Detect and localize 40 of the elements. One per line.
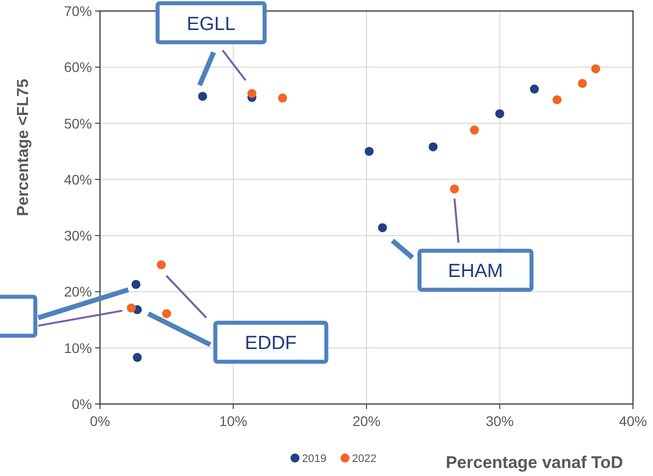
x-tick-label: 30%	[486, 413, 514, 429]
annotation: EGLL	[186, 14, 236, 35]
x-tick-label: 20%	[352, 413, 381, 429]
point	[247, 89, 256, 98]
y-tick-label: 50%	[64, 115, 92, 132]
y-tick-label: 0%	[72, 396, 92, 412]
callout-box: EHAM	[390, 198, 534, 292]
legend-label: 2022	[352, 453, 376, 465]
point	[198, 92, 208, 101]
point	[162, 309, 172, 318]
point	[591, 64, 600, 74]
point	[278, 94, 288, 103]
y-tick-label: 30%	[64, 228, 92, 244]
point	[126, 303, 136, 312]
y-tick-label: 20%	[64, 284, 92, 300]
point	[530, 84, 539, 94]
x-tick-label: 10%	[219, 413, 248, 429]
y-tick-label: 60%	[64, 59, 92, 76]
point	[428, 142, 438, 152]
y-axis-title: Percentage <FL75	[15, 78, 32, 216]
point	[495, 109, 504, 118]
point	[450, 184, 459, 194]
point	[131, 280, 140, 289]
annotation: EHAM	[448, 261, 503, 282]
point	[378, 223, 387, 232]
point	[552, 95, 562, 104]
x-tick-label: 0%	[90, 413, 110, 429]
y-tick-label: 70%	[64, 3, 92, 19]
callout-box: EDDF	[147, 275, 328, 364]
legend-label: 2019	[302, 453, 326, 465]
annotation: EDDF	[244, 333, 297, 354]
point	[156, 260, 166, 270]
y-tick-label: 10%	[64, 340, 92, 356]
x-axis-title: Percentage vanaf ToD	[446, 453, 623, 472]
y-tick-label: 40%	[64, 171, 92, 188]
point	[578, 78, 587, 88]
point	[364, 146, 374, 156]
x-tick-label: 40%	[618, 413, 648, 429]
point	[470, 126, 479, 135]
point	[132, 352, 142, 362]
